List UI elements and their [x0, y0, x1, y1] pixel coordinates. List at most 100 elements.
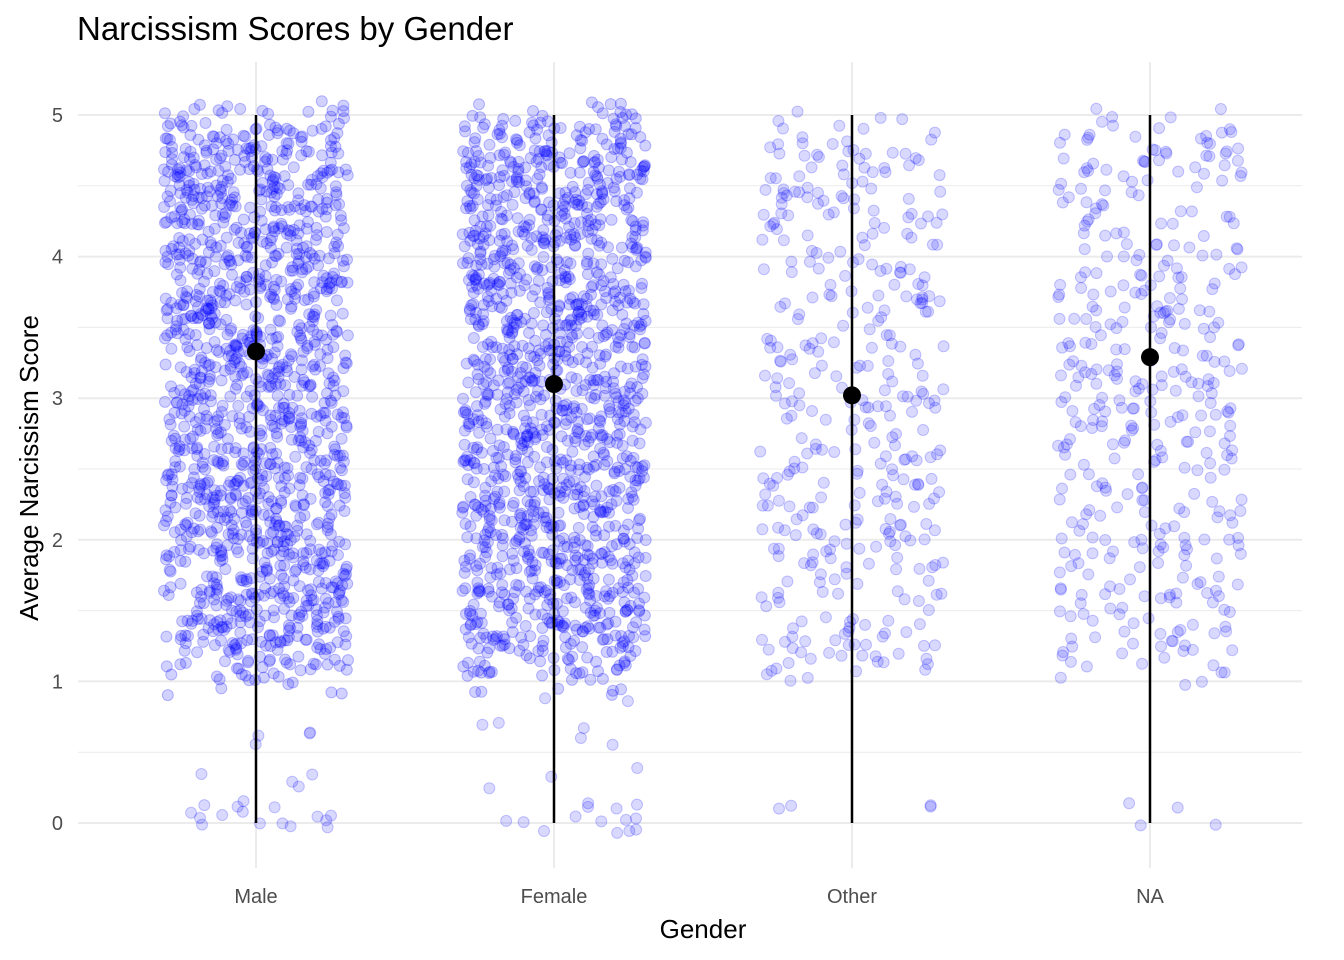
data-point [203, 500, 216, 513]
data-point [324, 469, 336, 482]
data-point [774, 354, 787, 367]
data-point [598, 546, 611, 559]
data-point [1207, 659, 1220, 672]
data-point [1164, 415, 1177, 428]
data-point [1056, 196, 1069, 209]
data-point [574, 732, 587, 744]
data-point [199, 117, 212, 129]
data-point [464, 605, 477, 617]
data-point [319, 592, 332, 605]
data-point [232, 254, 245, 267]
data-point [230, 642, 243, 655]
data-point [292, 227, 305, 240]
data-point [863, 323, 876, 336]
data-point [164, 117, 177, 130]
data-point [278, 535, 291, 548]
data-point [340, 563, 352, 576]
data-point [177, 299, 190, 311]
data-point [240, 142, 253, 155]
data-point [300, 594, 313, 607]
data-point [1072, 371, 1085, 384]
data-point [621, 695, 634, 708]
data-point [638, 336, 651, 349]
data-point [275, 549, 288, 562]
data-point [281, 144, 294, 157]
data-point [265, 413, 277, 426]
data-point [1152, 545, 1165, 558]
data-point [638, 623, 651, 636]
data-point [331, 127, 344, 140]
data-point [165, 380, 177, 393]
data-point [482, 582, 495, 595]
data-point [321, 343, 334, 356]
data-point [273, 519, 286, 532]
data-point [598, 529, 611, 542]
data-point [185, 806, 198, 819]
data-point [282, 592, 295, 605]
data-point [890, 563, 903, 576]
data-point [325, 508, 338, 521]
data-point [1224, 430, 1236, 442]
data-point [1219, 147, 1232, 160]
data-point [266, 256, 278, 269]
data-point [231, 648, 244, 661]
data-point [265, 288, 278, 301]
data-point [180, 530, 193, 543]
data-point [210, 489, 223, 502]
data-point [176, 615, 189, 628]
data-point [337, 99, 350, 112]
data-point [291, 389, 304, 402]
data-point [296, 263, 309, 276]
data-point [1159, 305, 1172, 318]
data-point [242, 492, 255, 504]
data-point [593, 239, 606, 252]
data-point [1196, 349, 1209, 362]
data-point [193, 509, 206, 522]
data-point [517, 638, 530, 651]
data-point [912, 154, 925, 167]
data-point [201, 413, 214, 426]
data-point [325, 134, 337, 147]
data-point [264, 527, 277, 540]
data-point [1111, 358, 1123, 371]
data-point [1095, 420, 1108, 433]
data-point [933, 169, 946, 182]
data-point [194, 424, 207, 437]
data-point [267, 173, 280, 186]
data-point [264, 653, 276, 666]
data-point [228, 223, 241, 236]
data-point [1107, 545, 1119, 558]
data-point [523, 188, 536, 201]
data-point [223, 254, 236, 267]
data-point [801, 447, 814, 460]
data-point [330, 477, 343, 490]
data-point [207, 544, 220, 557]
data-point [589, 604, 601, 617]
data-point [260, 470, 273, 483]
data-point [1075, 588, 1088, 601]
data-point [211, 429, 224, 442]
data-point [262, 380, 275, 393]
data-point [522, 552, 535, 565]
data-point [891, 497, 904, 510]
data-point [332, 610, 345, 623]
data-point [1090, 480, 1103, 493]
data-point [1195, 675, 1208, 688]
data-point [520, 221, 533, 234]
data-point [525, 564, 538, 577]
data-point [210, 423, 223, 435]
data-point [1136, 482, 1148, 495]
data-point [496, 550, 509, 563]
data-point [193, 482, 206, 495]
data-point [582, 327, 595, 340]
data-point [333, 499, 346, 512]
data-point [495, 228, 508, 241]
data-point [300, 240, 313, 253]
data-point [586, 552, 599, 565]
data-point [1197, 230, 1210, 242]
data-point [1145, 519, 1158, 532]
data-point [272, 519, 285, 532]
data-point [300, 600, 313, 612]
data-point [294, 511, 307, 524]
data-point [289, 292, 301, 305]
